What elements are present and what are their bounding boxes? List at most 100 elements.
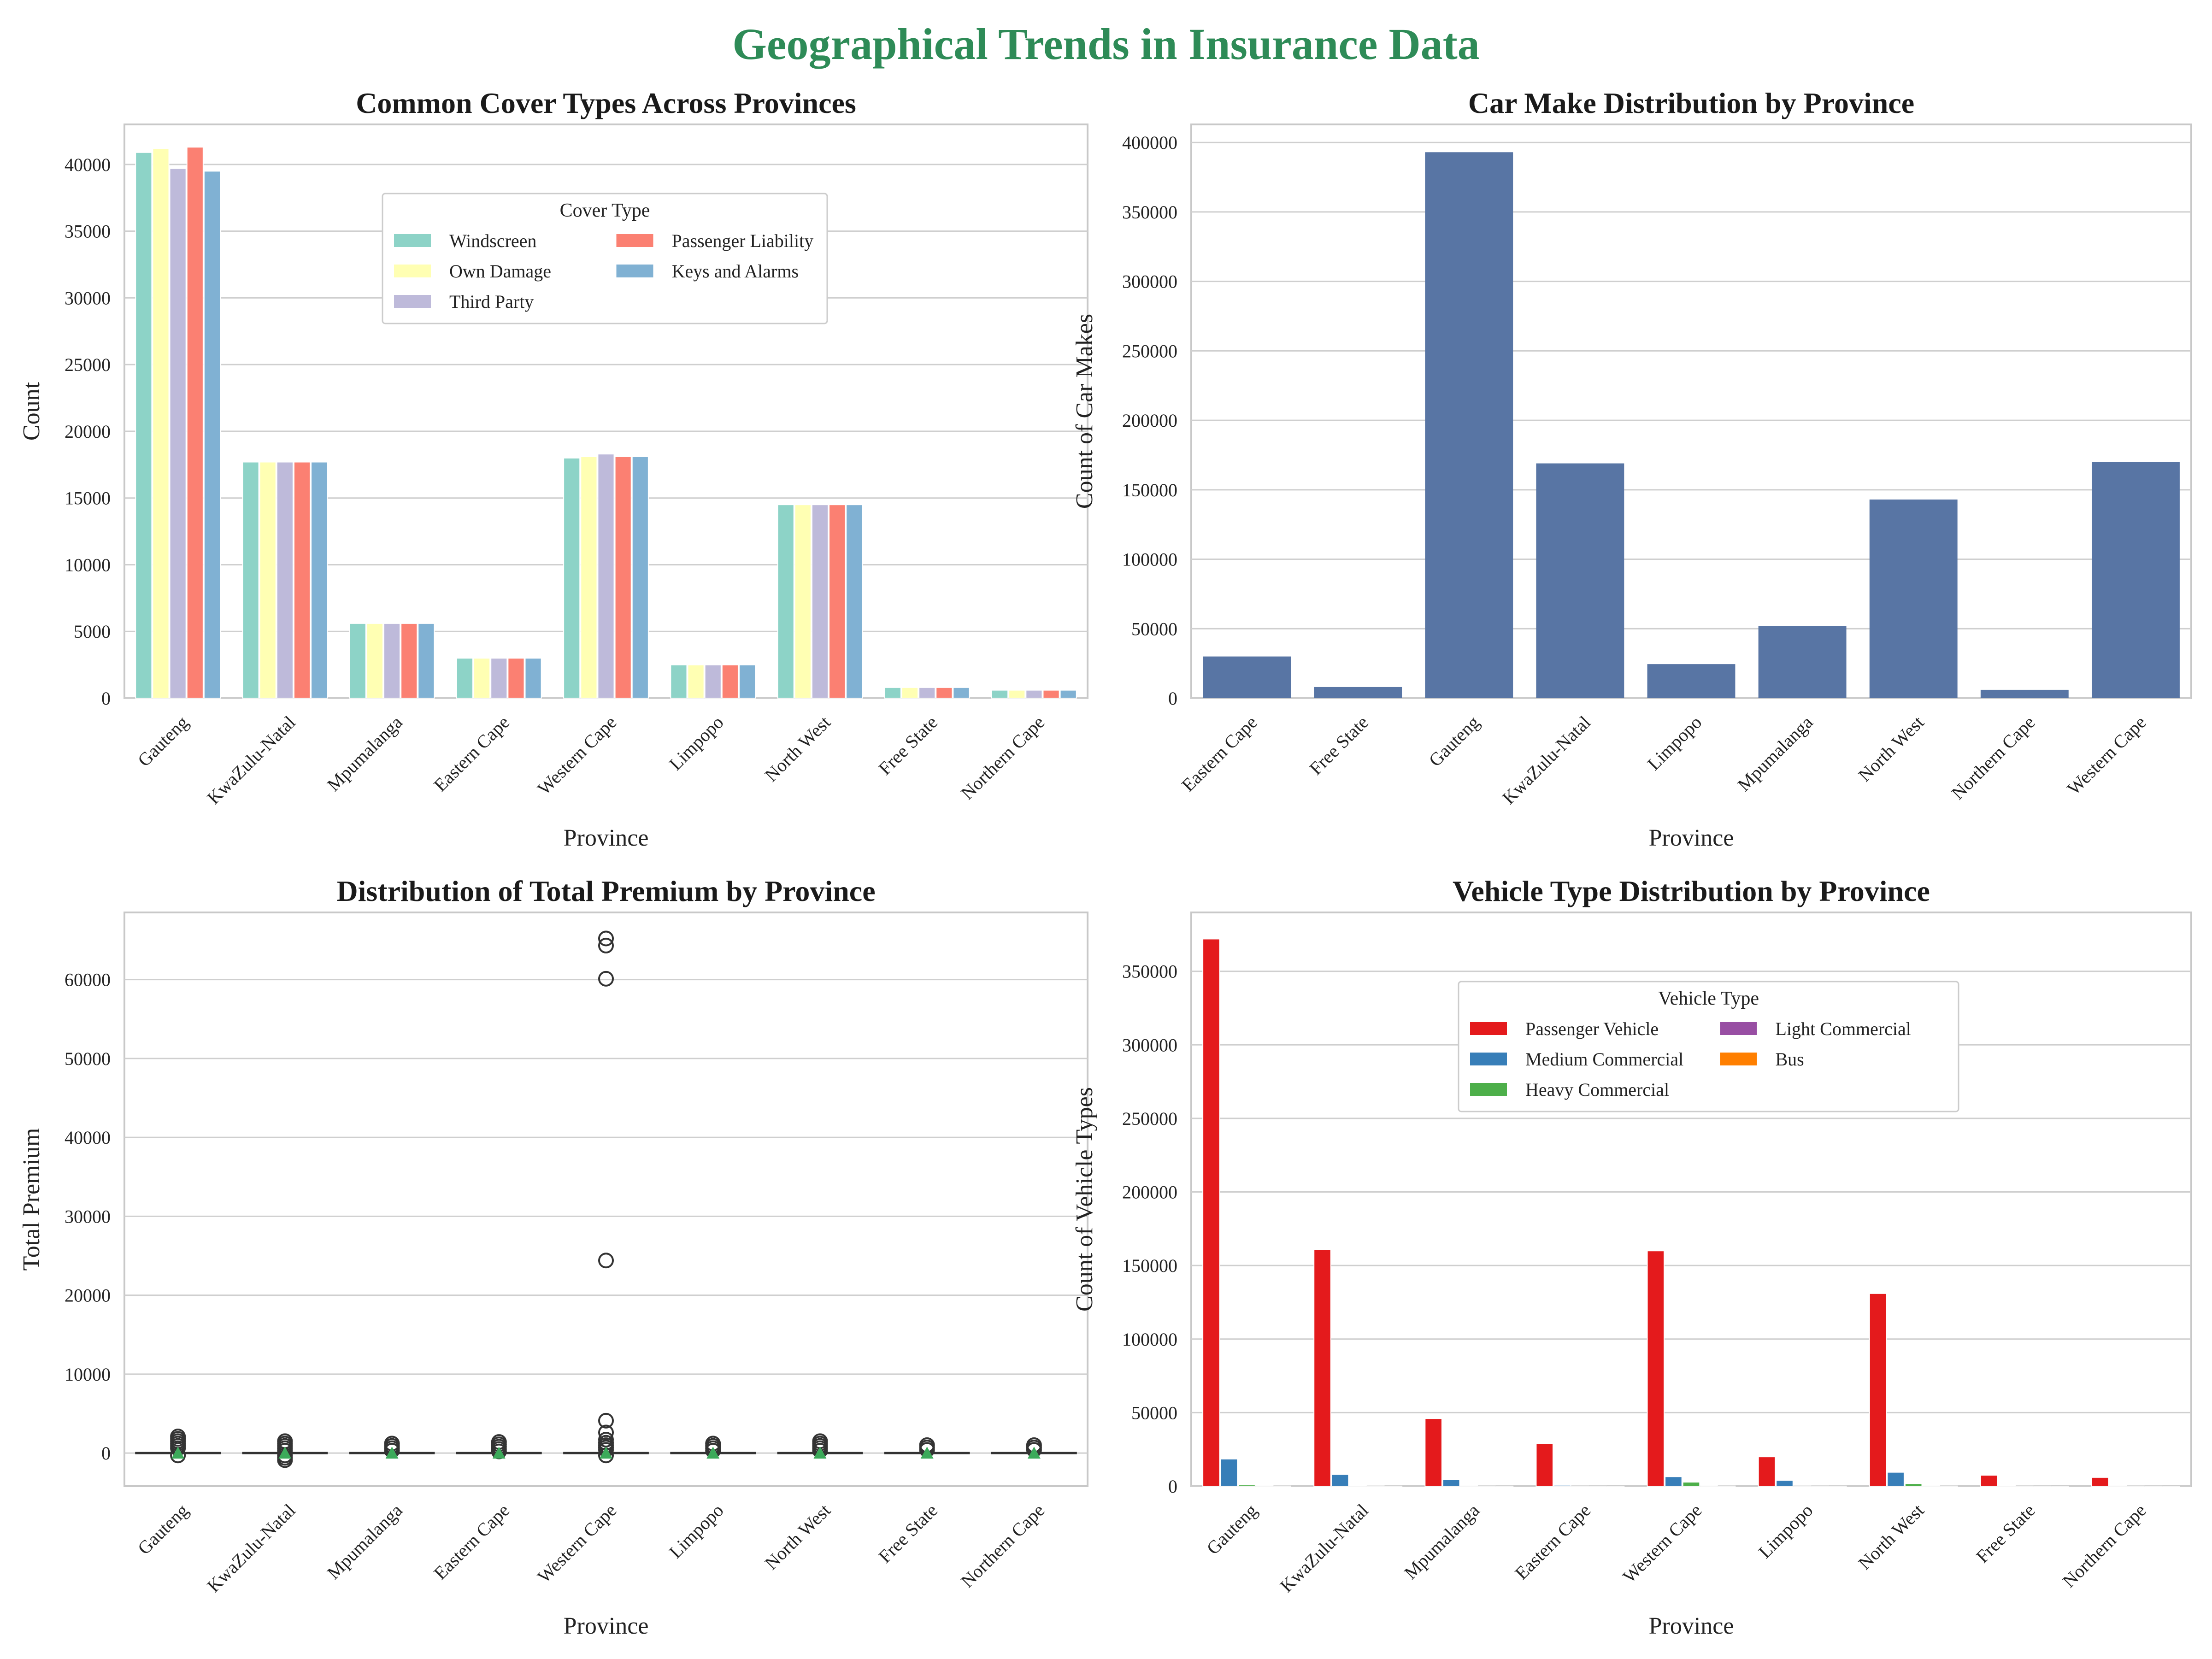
bar (259, 461, 276, 699)
bar (186, 147, 204, 699)
y-tick-label: 25000 (65, 354, 111, 375)
x-tick-label: Northern Cape (957, 712, 1048, 804)
x-tick-label: Limpopo (1754, 1500, 1817, 1563)
bar (777, 504, 794, 699)
y-tick-label: 15000 (65, 488, 111, 509)
x-tick-label: KwaZulu-Natal (203, 1500, 299, 1596)
y-axis-label: Count of Vehicle Types (1071, 1087, 1098, 1312)
x-tick-label: Eastern Cape (429, 712, 513, 796)
bar (1331, 1474, 1349, 1487)
bar (721, 664, 739, 699)
x-tick-label: Northern Cape (2059, 1500, 2150, 1592)
y-tick-label: 400000 (1122, 132, 1177, 153)
bar (418, 623, 435, 699)
legend-label: Third Party (449, 291, 534, 312)
bar (631, 456, 649, 699)
x-tick-label: Gauteng (134, 712, 193, 771)
y-tick-label: 50000 (1131, 1402, 1177, 1423)
y-tick-label: 50000 (1131, 618, 1177, 639)
mean-marker (385, 1447, 399, 1459)
bar (901, 687, 919, 699)
x-tick-label: Mpumalanga (323, 1500, 406, 1583)
legend-swatch (1470, 1053, 1507, 1065)
y-tick-label: 100000 (1122, 1329, 1177, 1350)
mean-marker (492, 1447, 506, 1459)
legend-label: Light Commercial (1776, 1018, 1911, 1039)
x-tick-label: Free State (1972, 1500, 2039, 1567)
y-tick-label: 250000 (1122, 1108, 1177, 1129)
y-tick-label: 40000 (65, 154, 111, 175)
x-tick-label: Western Cape (1618, 1500, 1706, 1587)
bar (400, 623, 418, 699)
legend-swatch (394, 265, 431, 277)
chart-title: Vehicle Type Distribution by Province (1453, 875, 1930, 907)
x-tick-label: North West (1854, 1500, 1928, 1574)
car-make-chart: 0 50000 100000 150000 200000 250000 300000 3500… (1071, 87, 2192, 851)
legend-label: Keys and Alarms (672, 261, 799, 282)
mean-marker (813, 1447, 827, 1459)
bar (524, 658, 542, 699)
y-tick-label: 30000 (65, 288, 111, 308)
x-tick-label: Gauteng (1202, 1500, 1261, 1559)
bar (203, 171, 221, 699)
bar (456, 658, 474, 699)
legend-swatch (616, 234, 653, 247)
bar (507, 658, 525, 699)
x-tick-label: KwaZulu-Natal (1276, 1500, 1372, 1596)
mean-marker (278, 1447, 292, 1459)
outlier-point (598, 937, 614, 953)
plot-area (1190, 124, 2192, 699)
y-tick-label: 50000 (65, 1048, 111, 1069)
vehicle-type-chart: 0 50000 100000 150000 200000 250000 300000 3500… (1071, 875, 2192, 1639)
mean-marker (600, 1447, 612, 1459)
bar (1425, 152, 1513, 699)
x-tick-label: Western Cape (533, 712, 620, 799)
y-tick-label: 0 (101, 1443, 111, 1464)
y-tick-label: 200000 (1122, 1182, 1177, 1203)
bar (1665, 1476, 1683, 1487)
bar (1042, 689, 1060, 699)
bar (242, 461, 259, 699)
bar (670, 664, 688, 699)
y-tick-label: 0 (1168, 688, 1177, 709)
bar (311, 461, 328, 699)
legend-box (1458, 981, 1959, 1112)
bar (1887, 1471, 1905, 1487)
bar (1238, 1484, 1256, 1487)
bar (1314, 687, 1402, 698)
x-tick-label: Mpumalanga (1400, 1500, 1483, 1583)
bar (704, 664, 722, 699)
x-tick-label: Eastern Cape (1511, 1500, 1594, 1584)
bar (1202, 938, 1220, 1487)
x-tick-label: Mpumalanga (1733, 712, 1817, 795)
x-tick-label: North West (761, 1500, 835, 1574)
bar (1442, 1479, 1460, 1487)
x-tick-label: Northern Cape (1947, 712, 2039, 804)
x-tick-label: Free State (874, 712, 941, 779)
y-tick-label: 5000 (74, 621, 111, 642)
x-tick-label: Eastern Cape (1177, 712, 1261, 796)
chart-title: Common Cover Types Across Provinces (356, 87, 856, 119)
x-axis-label: Province (1649, 1613, 1734, 1639)
x-tick-label: KwaZulu-Natal (203, 712, 299, 808)
bar (1536, 463, 1624, 698)
bar (935, 687, 953, 699)
bar (1647, 1250, 1665, 1487)
bar (490, 658, 508, 699)
legend-swatch (1470, 1083, 1507, 1096)
x-tick-label: Gauteng (1424, 712, 1483, 771)
mean-marker (171, 1447, 185, 1459)
bar (829, 504, 846, 699)
y-tick-label: 10000 (65, 1364, 111, 1385)
bar (918, 687, 936, 699)
x-tick-label: Free State (1305, 712, 1372, 779)
bar (1980, 689, 2069, 698)
outlier-point (598, 1253, 614, 1269)
bar (1220, 1458, 1238, 1487)
y-tick-label: 20000 (65, 421, 111, 442)
bar (1008, 689, 1026, 699)
bar (276, 461, 294, 699)
y-tick-label: 0 (1168, 1476, 1177, 1497)
bar (1059, 689, 1077, 699)
